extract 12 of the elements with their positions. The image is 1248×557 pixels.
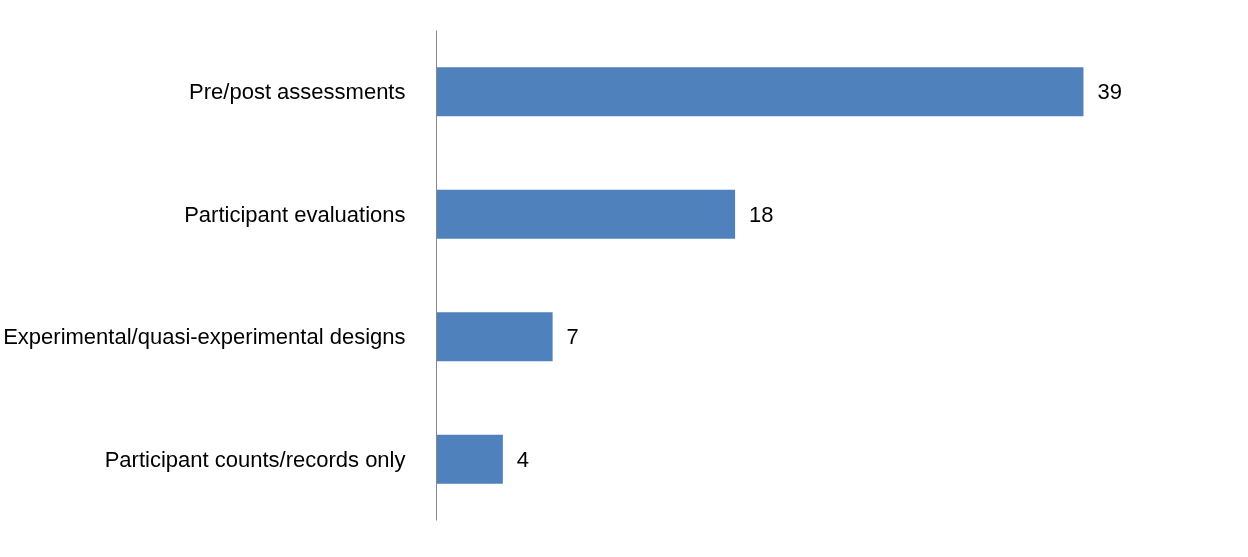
bar [436, 434, 503, 484]
bar [436, 189, 736, 239]
y-tick-label: Pre/post assessments [189, 79, 406, 105]
y-tick-label: Participant counts/records only [104, 446, 406, 472]
data-label: 4 [516, 446, 530, 472]
bar [436, 312, 553, 362]
bar [436, 67, 1084, 117]
y-tick-label: Experimental/quasi-experimental designs [3, 324, 406, 350]
y-tick-label: Participant evaluations [184, 201, 406, 227]
data-label: 7 [566, 324, 579, 350]
data-label: 39 [1097, 79, 1122, 105]
data-label: 18 [749, 201, 774, 227]
